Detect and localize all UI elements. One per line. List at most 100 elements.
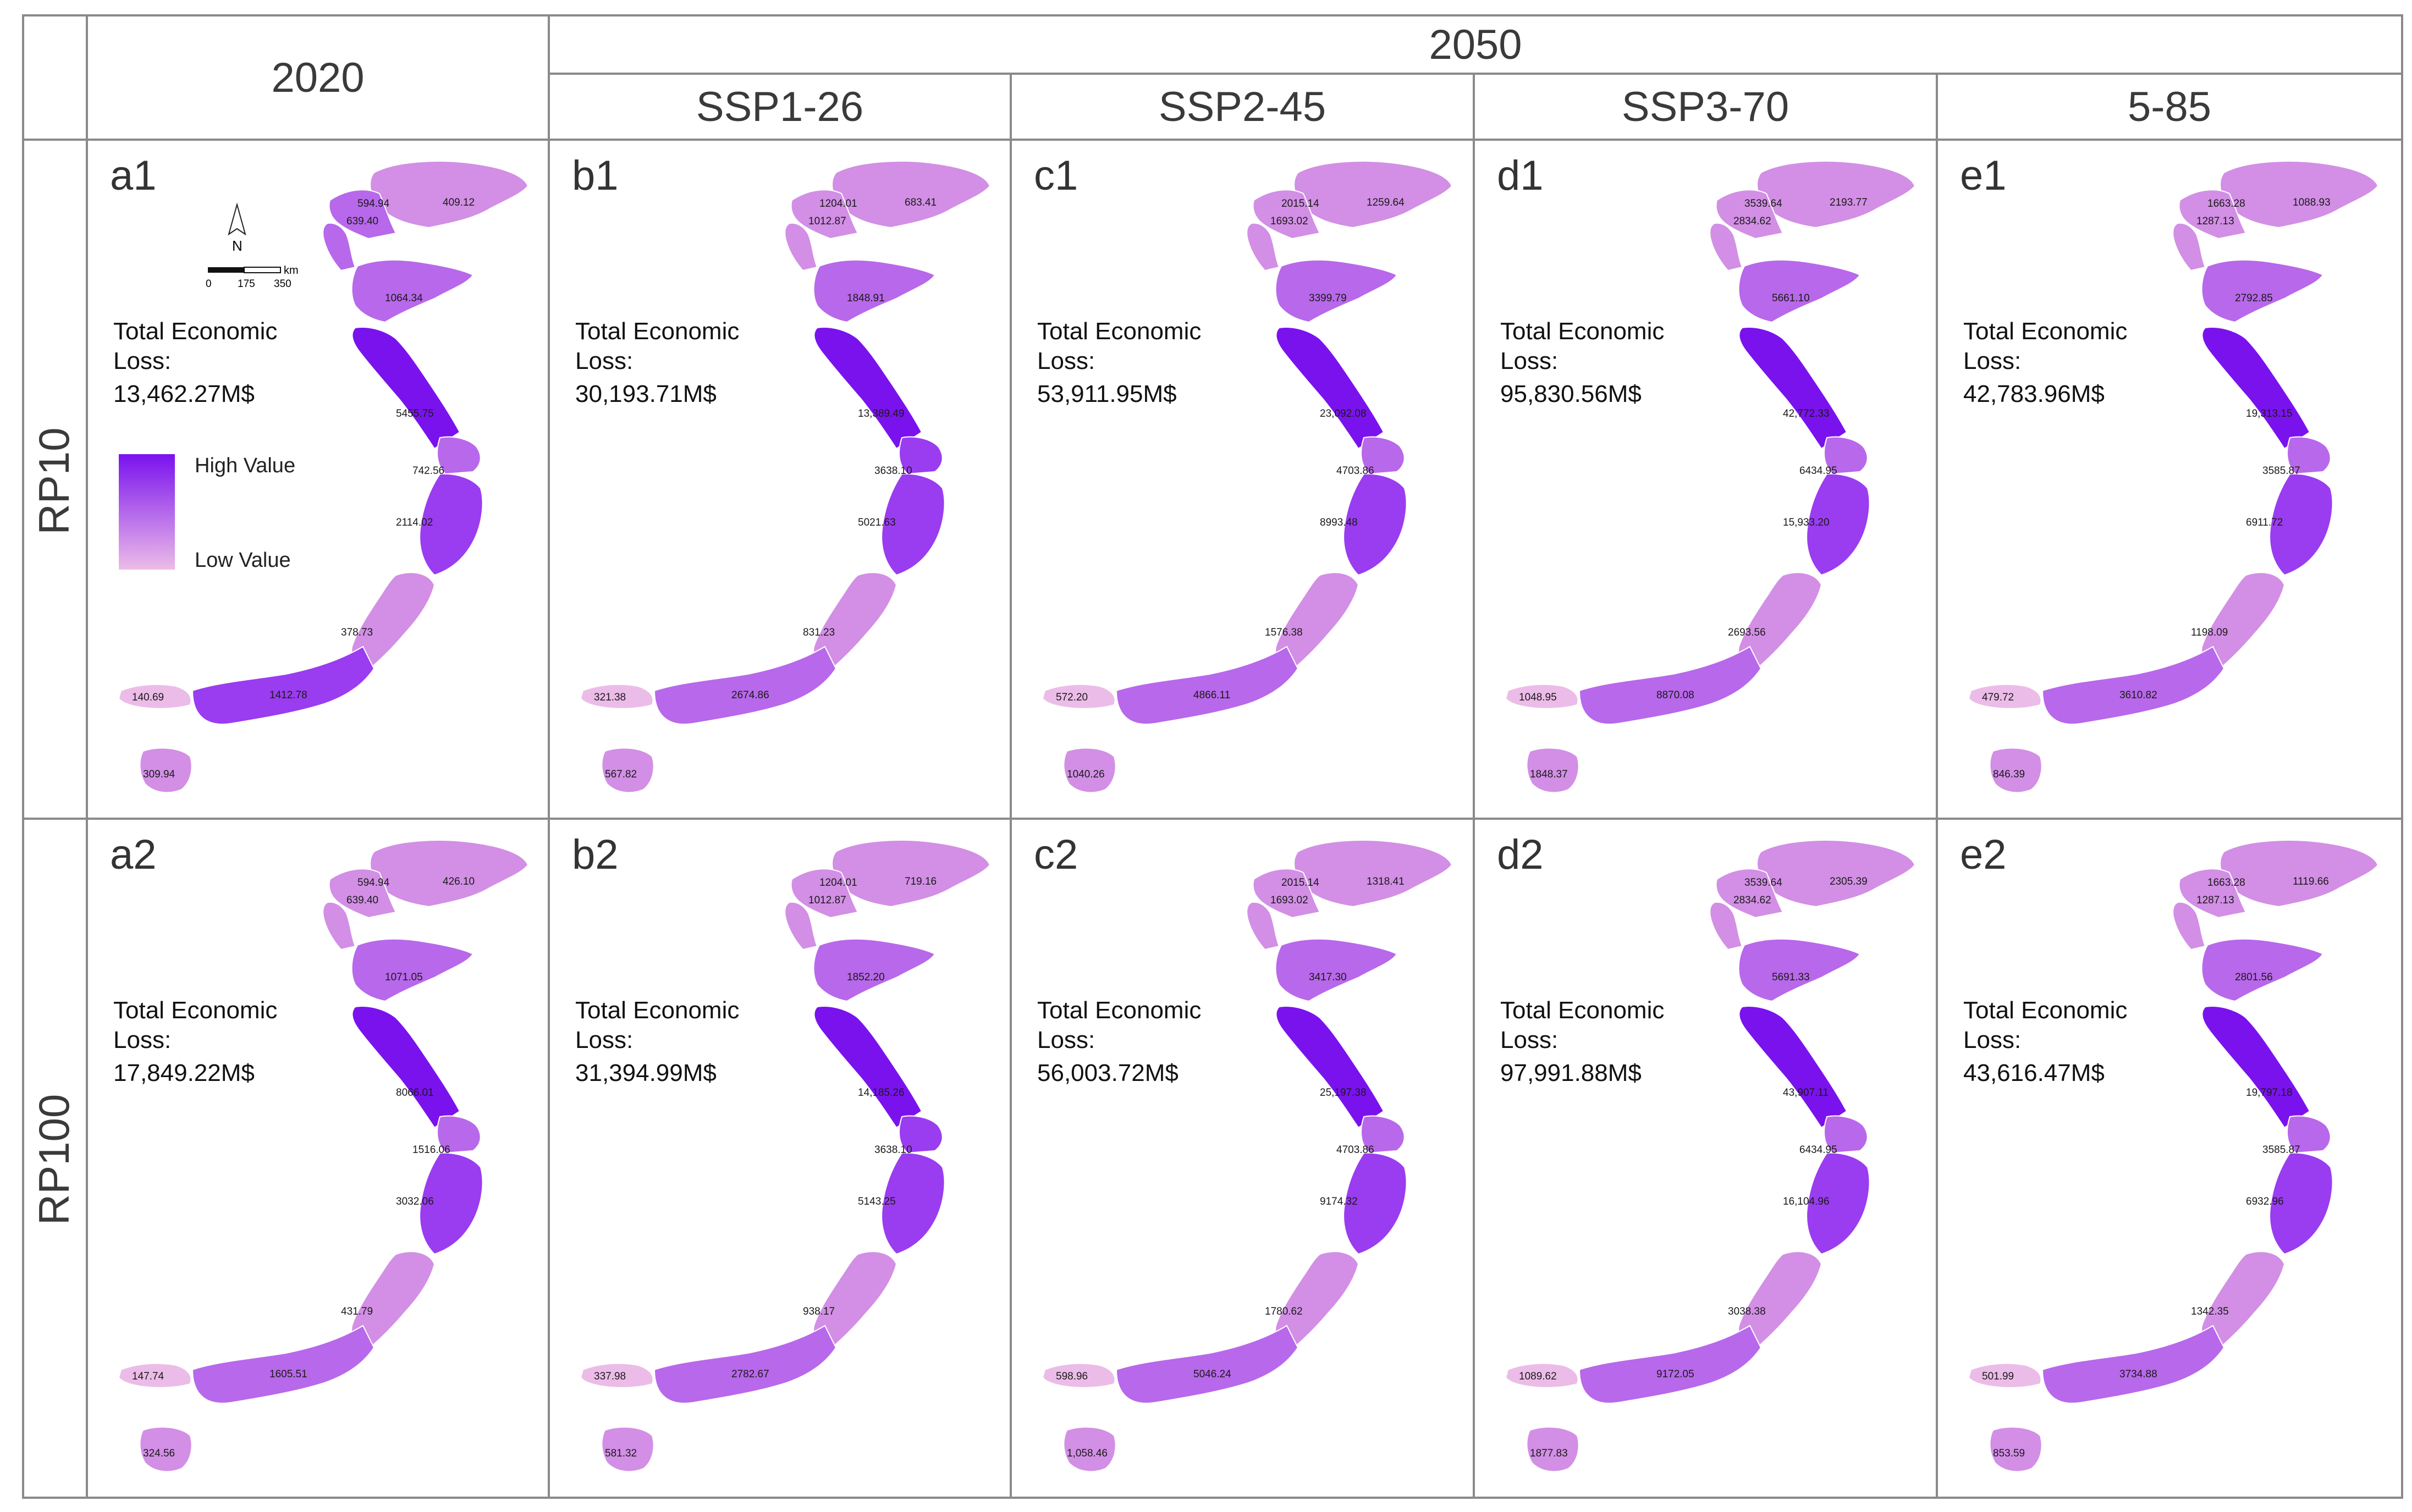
title-line-1: Total Economic <box>1037 318 1202 345</box>
region-value-fujian: 378.73 <box>341 627 373 638</box>
total-loss-value: 42,783.96M$ <box>1963 380 2105 407</box>
region-value-tianjin: 1287.13 <box>2196 216 2234 227</box>
region-value-liaoning: 426.10 <box>443 876 475 887</box>
region-hainan <box>1063 1426 1116 1472</box>
legend-low-label: Low Value <box>195 549 291 572</box>
region-value-zhejiang: 5021.63 <box>858 517 896 528</box>
total-loss-value: 30,193.71M$ <box>575 380 717 407</box>
total-loss-title: Total Economic Loss: <box>1963 317 2127 376</box>
region-guangxi <box>1968 683 2042 709</box>
region-hebei <box>790 189 859 240</box>
grid-line <box>86 14 88 1499</box>
region-guangdong <box>653 645 837 725</box>
region-shanghai <box>899 1115 943 1154</box>
region-value-liaoning: 1259.64 <box>1367 197 1405 208</box>
region-value-shandong: 3399.79 <box>1309 293 1347 304</box>
region-value-liaoning: 409.12 <box>443 197 475 208</box>
region-tianjin <box>1709 222 1743 272</box>
region-value-guangdong: 3734.88 <box>2119 1368 2157 1380</box>
region-value-fujian: 431.79 <box>341 1306 373 1317</box>
region-value-hebei: 1663.28 <box>2207 877 2245 889</box>
title-line-2: Loss: <box>1963 1027 2022 1053</box>
region-value-tianjin: 2834.62 <box>1733 216 1771 227</box>
region-value-hebei: 1204.01 <box>819 877 857 889</box>
region-shanghai <box>437 1115 481 1154</box>
region-jiangsu <box>351 327 461 450</box>
region-value-zhejiang: 9174.32 <box>1320 1196 1358 1207</box>
region-guangdong <box>1115 1325 1299 1404</box>
region-value-shanghai: 3585.87 <box>2262 465 2300 477</box>
region-value-guangxi: 147.74 <box>132 1371 164 1382</box>
region-hebei <box>328 868 397 919</box>
grid-line <box>22 818 2403 820</box>
region-value-hebei: 2015.14 <box>1281 877 1319 889</box>
region-guangdong <box>2041 645 2225 725</box>
map-panel-b2: 719.16 1204.01 1012.87 1852.20 14,185.26 3638… <box>550 820 1010 1496</box>
region-value-tianjin: 1287.13 <box>2196 895 2234 906</box>
title-line-2: Loss: <box>1500 1027 1559 1053</box>
region-value-liaoning: 1318.41 <box>1367 876 1405 887</box>
coastal-map: 719.16 1204.01 1012.87 1852.20 14,185.26 3638… <box>580 840 991 1472</box>
region-guangdong <box>1578 645 1762 725</box>
region-value-shanghai: 6434.95 <box>1799 465 1837 477</box>
region-guangxi <box>1505 683 1579 709</box>
map-panel-b1: 683.41 1204.01 1012.87 1848.91 13,389.49 3638… <box>550 141 1010 817</box>
grid-line <box>22 14 2403 16</box>
panel-label: c1 <box>1034 152 1078 199</box>
region-value-hainan: 1848.37 <box>1530 769 1568 780</box>
region-tianjin <box>2172 901 2206 951</box>
region-zhejiang <box>419 1152 483 1255</box>
region-value-shanghai: 4703.86 <box>1336 465 1374 477</box>
panel-label: a1 <box>110 152 157 199</box>
region-shandong <box>813 938 936 1002</box>
region-guangdong <box>1115 645 1299 725</box>
map-panel-a2: 426.10 594.94 639.40 1071.05 8066.01 1516.06 3… <box>88 820 548 1496</box>
region-value-shandong: 3417.30 <box>1309 972 1347 983</box>
region-value-fujian: 1198.09 <box>2191 627 2228 638</box>
region-liaoning <box>370 161 529 229</box>
region-value-guangdong: 5046.24 <box>1193 1368 1231 1380</box>
region-liaoning <box>831 161 991 229</box>
region-hebei <box>2178 868 2247 919</box>
region-value-tianjin: 1693.02 <box>1270 216 1308 227</box>
region-jiangsu <box>1275 1006 1385 1129</box>
region-value-liaoning: 2193.77 <box>1830 197 1868 208</box>
region-value-zhejiang: 8993.48 <box>1320 517 1358 528</box>
row-label-rp10: RP10 <box>30 427 78 535</box>
region-hebei <box>790 868 859 919</box>
total-loss-title: Total Economic Loss: <box>113 317 277 376</box>
panel-label: e1 <box>1960 152 2007 199</box>
region-value-hainan: 1,058.46 <box>1067 1448 1108 1459</box>
region-value-guangxi: 1048.95 <box>1519 692 1557 703</box>
title-line-2: Loss: <box>1037 1027 1095 1053</box>
north-label: N <box>232 238 243 254</box>
region-value-fujian: 1576.38 <box>1265 627 1303 638</box>
region-value-shandong: 2792.85 <box>2235 293 2273 304</box>
total-loss-value: 17,849.22M$ <box>113 1059 255 1086</box>
region-value-hebei: 2015.14 <box>1281 198 1319 209</box>
scale-tick-label: 350 <box>274 278 291 290</box>
region-value-liaoning: 2305.39 <box>1830 876 1868 887</box>
region-guangxi <box>1042 683 1116 709</box>
panel-label: a2 <box>110 831 157 878</box>
panel-label: d2 <box>1497 831 1544 878</box>
region-value-hebei: 594.94 <box>357 198 390 209</box>
region-value-liaoning: 1088.93 <box>2293 197 2331 208</box>
grid-line <box>22 1497 2403 1499</box>
region-value-guangxi: 1089.62 <box>1519 1371 1557 1382</box>
region-zhejiang <box>1343 473 1407 576</box>
region-liaoning <box>1293 840 1453 908</box>
title-line-1: Total Economic <box>1037 997 1202 1024</box>
region-jiangsu <box>813 1006 923 1129</box>
total-loss-title: Total Economic Loss: <box>575 996 739 1055</box>
region-guangdong <box>1578 1325 1762 1404</box>
region-value-fujian: 831.23 <box>803 627 835 638</box>
title-line-2: Loss: <box>1963 347 2022 374</box>
header-5-85: 5-85 <box>2127 83 2212 130</box>
panel-label: e2 <box>1960 831 2007 878</box>
region-value-guangxi: 337.98 <box>594 1371 626 1382</box>
region-value-jiangsu: 19,797.18 <box>2246 1087 2293 1099</box>
region-jiangsu <box>1738 327 1848 450</box>
region-value-liaoning: 719.16 <box>905 876 937 887</box>
region-value-hebei: 3539.64 <box>1744 198 1782 209</box>
